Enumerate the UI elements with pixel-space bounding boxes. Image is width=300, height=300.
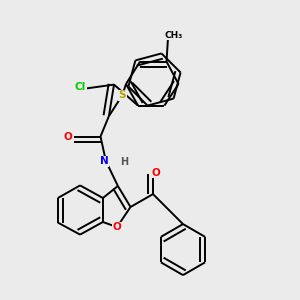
Text: S: S — [119, 90, 126, 100]
Text: O: O — [151, 167, 160, 178]
Text: CH₃: CH₃ — [164, 31, 182, 40]
Text: O: O — [112, 222, 122, 232]
Text: H: H — [120, 157, 128, 167]
Text: Cl: Cl — [75, 82, 86, 92]
Text: O: O — [64, 131, 73, 142]
Text: N: N — [100, 156, 109, 166]
